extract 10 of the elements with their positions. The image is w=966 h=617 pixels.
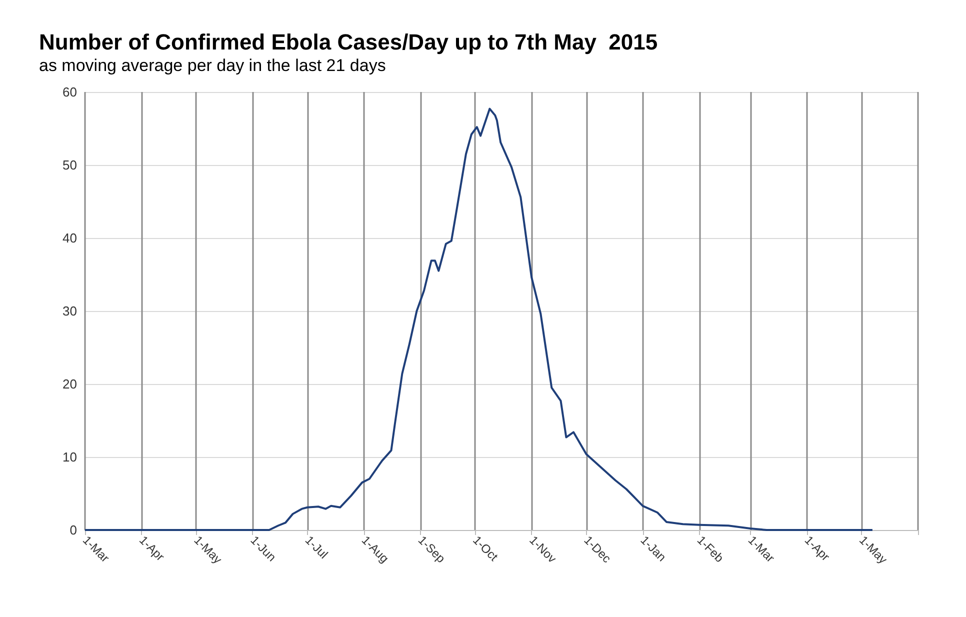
y-tick-label: 20: [62, 376, 77, 392]
y-tick-label: 50: [62, 158, 77, 172]
chart-title: Number of Confirmed Ebola Cases/Day up to 7th May 2015: [39, 30, 658, 54]
chart-subtitle: as moving average per day in the last 21 days: [39, 56, 386, 75]
y-tick-label: 10: [62, 450, 77, 464]
y-tick-label: 60: [62, 84, 77, 100]
line-series: [84, 108, 874, 531]
y-tick-label: 0: [70, 522, 77, 538]
y-tick-label: 40: [62, 230, 77, 246]
y-tick-label: 30: [62, 304, 77, 318]
